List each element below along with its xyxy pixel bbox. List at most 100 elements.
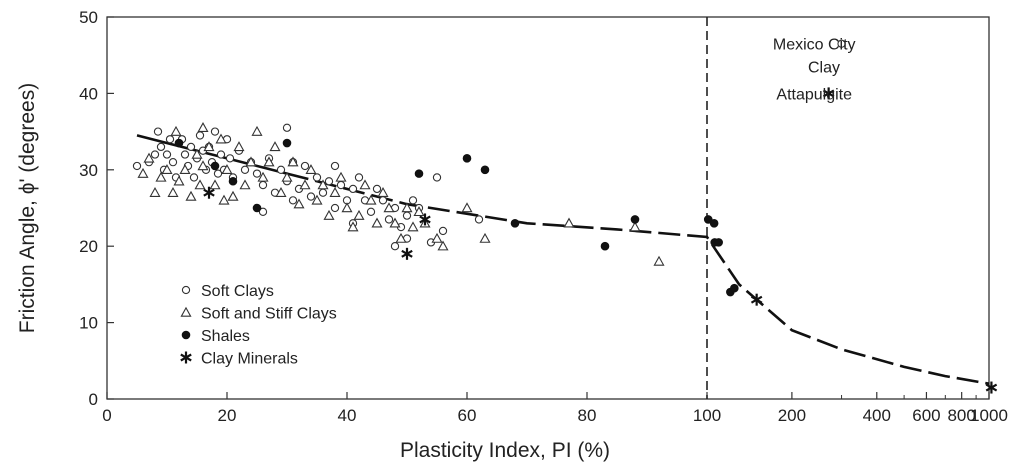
point-soft-and-stiff-clays: [179, 164, 191, 175]
point-shales: [703, 215, 713, 224]
point-soft-and-stiff-clays: [287, 156, 299, 167]
point-soft-and-stiff-clays: [359, 179, 371, 190]
point-soft-clays: [372, 184, 382, 194]
asterisk-stroke: [750, 295, 763, 304]
point-soft-and-stiff-clays: [257, 171, 269, 182]
point-soft-and-stiff-clays: [203, 141, 215, 152]
point-soft-and-stiff-clays: [293, 198, 305, 209]
point-soft-and-stiff-clays: [407, 221, 419, 232]
y-tick-label: 0: [89, 390, 98, 409]
point-soft-and-stiff-clays: [227, 190, 239, 201]
point-soft-clays: [300, 161, 310, 171]
x-tick-label: 20: [218, 406, 237, 425]
legend-label: Clay Minerals: [201, 351, 298, 368]
point-soft-clays: [330, 161, 340, 171]
x-tick-label: 40: [338, 406, 357, 425]
legend-marker: [181, 330, 191, 340]
x-tick-label: 0: [102, 406, 111, 425]
point-soft-and-stiff-clays: [395, 232, 407, 243]
y-tick-label: 30: [79, 161, 98, 180]
point-soft-clays: [186, 142, 196, 152]
point-soft-and-stiff-clays: [263, 156, 275, 167]
annotation-label: Mexico City: [773, 37, 856, 54]
annotation-label: Attapulgite: [776, 86, 852, 103]
point-soft-clays: [180, 150, 190, 159]
point-soft-clays: [432, 173, 442, 182]
point-soft-clays: [165, 135, 175, 144]
point-shales: [730, 283, 739, 293]
point-soft-and-stiff-clays: [191, 148, 203, 159]
trend-curve-group: [136, 17, 990, 399]
point-soft-and-stiff-clays: [245, 156, 257, 167]
point-soft-clays: [195, 131, 205, 140]
point-soft-and-stiff-clays: [299, 179, 311, 190]
point-soft-clays: [378, 196, 388, 205]
y-tick-label: 10: [79, 314, 98, 333]
point-soft-clays: [402, 211, 412, 220]
point-soft-and-stiff-clays: [137, 167, 149, 178]
data-points-group: [132, 39, 998, 394]
point-attapulgite: [822, 87, 835, 100]
point-soft-and-stiff-clays: [197, 160, 209, 171]
x-tick-label: 60: [458, 406, 477, 425]
point-soft-clays: [306, 192, 316, 201]
x-tick-label: 80: [578, 406, 597, 425]
point-soft-clays: [330, 203, 340, 213]
legend-marker: [180, 351, 192, 364]
point-soft-clays: [150, 150, 160, 159]
x-tick-label: 600: [912, 406, 940, 425]
point-clay-minerals: [203, 186, 215, 199]
point-soft-and-stiff-clays: [401, 202, 413, 213]
asterisk-stroke: [822, 89, 835, 98]
annotations-group: Mexico City Clay Attapulgite: [773, 37, 856, 104]
series-attapulgite: [822, 87, 835, 100]
asterisk-stroke: [419, 215, 431, 224]
point-soft-and-stiff-clays: [329, 186, 341, 197]
point-soft-and-stiff-clays: [341, 202, 353, 213]
point-soft-clays: [213, 169, 223, 178]
series-mexico-city-clay: [837, 39, 846, 48]
y-tick-label: 40: [79, 84, 98, 103]
point-shales: [210, 161, 220, 171]
point-soft-and-stiff-clays: [323, 209, 335, 220]
point-soft-and-stiff-clays: [194, 179, 206, 190]
asterisk-stroke: [985, 383, 998, 392]
point-soft-clays: [156, 142, 166, 152]
point-mexico-city-clay: [837, 39, 846, 48]
point-soft-and-stiff-clays: [461, 202, 473, 213]
point-clay-minerals: [419, 213, 431, 226]
x-tick-label: 800: [947, 406, 975, 425]
point-clay-minerals: [985, 381, 998, 394]
annotation-label: Clay: [808, 60, 840, 77]
x-tick-label: 200: [778, 406, 806, 425]
point-soft-clays: [366, 207, 376, 216]
point-soft-clays: [336, 180, 346, 190]
point-soft-and-stiff-clays: [233, 141, 245, 152]
legend-marker: [181, 285, 191, 295]
point-soft-and-stiff-clays: [365, 194, 377, 205]
point-shales: [228, 176, 238, 186]
point-soft-and-stiff-clays: [215, 133, 227, 144]
point-soft-clays: [168, 158, 178, 167]
plot-frame: [106, 16, 990, 400]
asterisk-stroke: [180, 353, 192, 362]
legend-label: Soft and Stiff Clays: [201, 306, 337, 323]
point-shales: [414, 169, 424, 178]
asterisk-stroke: [203, 188, 215, 197]
point-soft-and-stiff-clays: [431, 232, 443, 243]
series-clay-minerals: [203, 186, 998, 394]
point-soft-and-stiff-clays: [383, 202, 395, 213]
point-soft-and-stiff-clays: [155, 171, 167, 182]
point-soft-and-stiff-clays: [143, 152, 155, 163]
point-soft-clays: [318, 188, 328, 197]
point-soft-clays: [384, 215, 394, 224]
asterisk-stroke: [401, 249, 413, 258]
point-soft-and-stiff-clays: [371, 217, 383, 228]
point-shales: [480, 165, 490, 175]
point-soft-and-stiff-clays: [197, 122, 209, 133]
point-soft-clays: [408, 196, 418, 205]
point-soft-clays: [162, 150, 172, 159]
series-soft-and-stiff-clays: [137, 122, 665, 266]
point-soft-clays: [354, 173, 364, 182]
